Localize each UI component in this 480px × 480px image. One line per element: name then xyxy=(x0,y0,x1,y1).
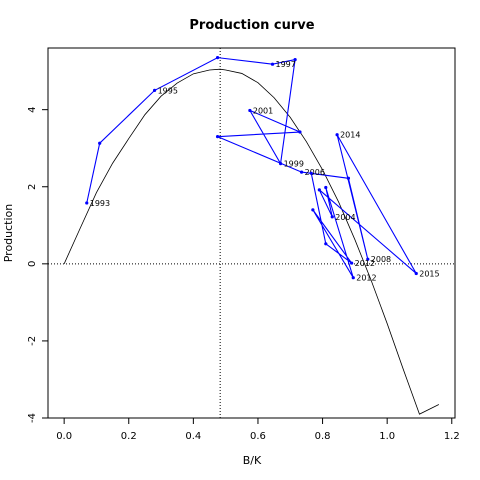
fitted-curve-layer xyxy=(63,68,440,415)
production-curve-line xyxy=(63,68,440,415)
point-label: 2012 xyxy=(356,274,376,283)
data-point xyxy=(350,261,354,265)
data-point xyxy=(414,271,418,276)
point-label: 1999 xyxy=(284,160,304,169)
y-tick-label: 0 xyxy=(27,261,38,267)
point-label: 2004 xyxy=(335,213,355,222)
data-point xyxy=(215,135,220,139)
y-tick-label: -2 xyxy=(27,336,38,346)
data-point xyxy=(351,276,355,280)
x-axis: 0.0 0.2 0.4 0.6 0.8 1.0 1.2 xyxy=(56,418,460,442)
plot-frame xyxy=(47,47,456,419)
point-label: 1997 xyxy=(275,60,295,69)
y-tick-label: 2 xyxy=(27,184,38,190)
data-point xyxy=(309,171,313,175)
data-point xyxy=(366,257,370,261)
x-tick-label: 1.2 xyxy=(444,431,460,442)
data-point xyxy=(317,188,321,192)
point-label: 2001 xyxy=(253,106,273,115)
data-point xyxy=(324,242,328,246)
point-label: 2015 xyxy=(419,269,439,278)
data-point xyxy=(324,185,328,190)
point-label: 2008 xyxy=(371,255,391,264)
data-point xyxy=(330,215,334,219)
x-tick-label: 0.2 xyxy=(121,431,137,442)
chart-title: Production curve xyxy=(189,18,314,33)
data-point xyxy=(335,133,339,137)
data-point xyxy=(346,176,351,180)
x-tick-label: 1.0 xyxy=(379,431,395,442)
data-point xyxy=(293,57,297,62)
x-tick-label: 0.0 xyxy=(56,431,72,442)
data-point xyxy=(85,201,89,205)
data-point xyxy=(311,208,315,212)
y-tick-label: 4 xyxy=(27,106,38,112)
reference-lines xyxy=(48,48,455,418)
x-axis-title: B/K xyxy=(243,454,262,467)
point-label: 2012 xyxy=(355,259,375,268)
y-tick-label: -4 xyxy=(27,413,38,423)
point-label: 1995 xyxy=(158,86,178,95)
data-point xyxy=(278,162,283,166)
x-tick-label: 0.4 xyxy=(185,431,201,442)
data-point xyxy=(298,130,302,134)
data-point xyxy=(299,170,304,174)
data-point xyxy=(215,56,220,60)
y-axis-title: Production xyxy=(2,204,15,263)
data-point xyxy=(248,108,252,113)
data-point xyxy=(98,141,102,145)
x-tick-label: 0.8 xyxy=(315,431,331,442)
point-label: 1993 xyxy=(90,199,110,208)
point-label: 2014 xyxy=(340,131,360,140)
data-series-layer: 1993 1995 1997 1999 2001 2006 2008 2014 2015 2004… xyxy=(85,56,440,283)
x-tick-label: 0.6 xyxy=(250,431,266,442)
series-line xyxy=(86,57,417,278)
data-point xyxy=(152,88,157,92)
data-point xyxy=(270,62,275,66)
point-label: 2006 xyxy=(305,168,325,177)
y-axis: -4 -2 0 2 4 xyxy=(27,106,48,423)
